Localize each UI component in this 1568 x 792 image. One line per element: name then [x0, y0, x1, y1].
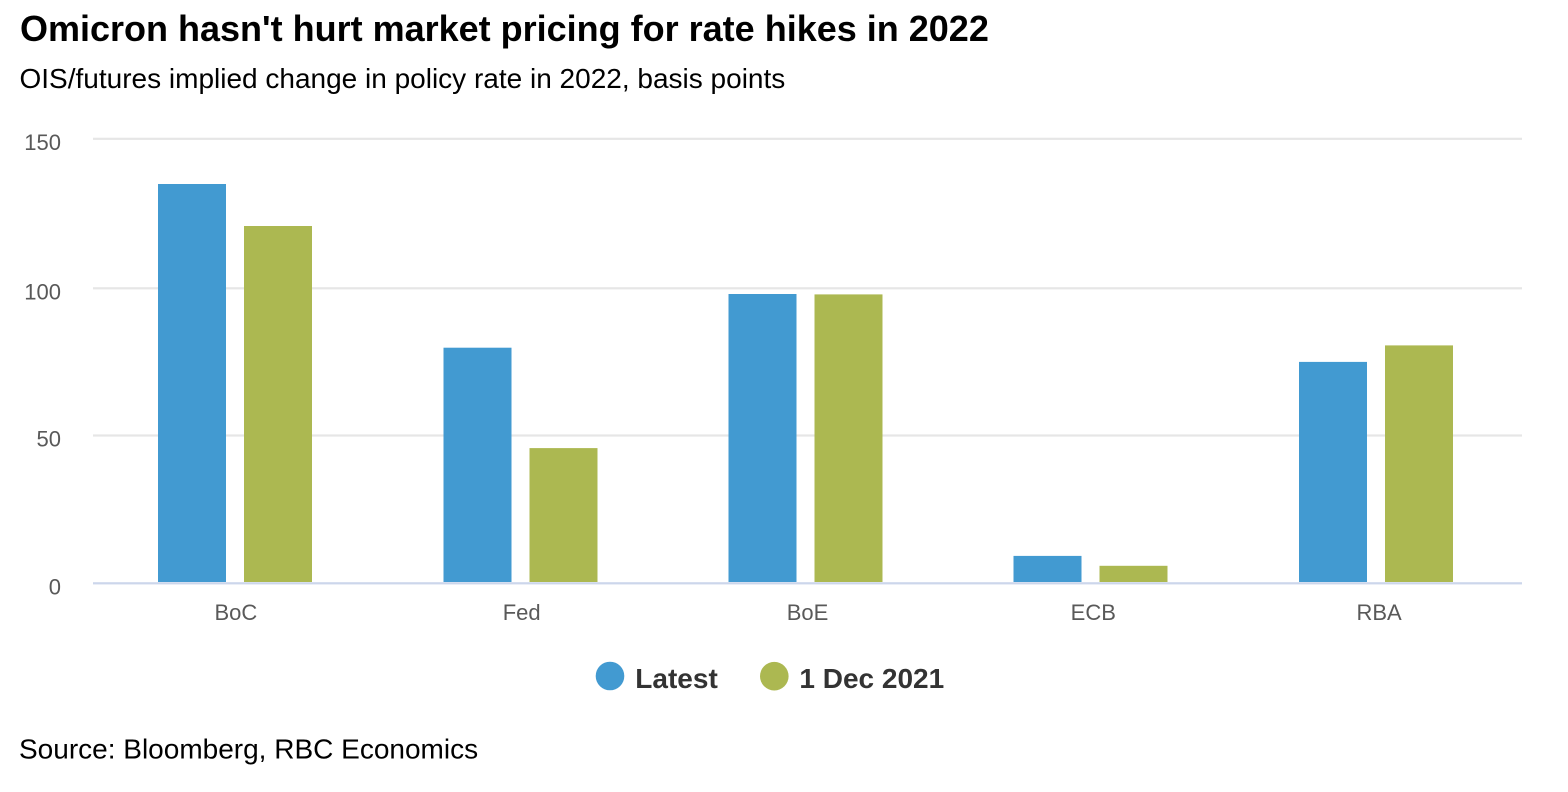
svg-text:50: 50 [37, 427, 61, 452]
svg-text:ECB: ECB [1071, 600, 1116, 625]
svg-text:1 Dec 2021: 1 Dec 2021 [799, 663, 944, 694]
svg-text:BoE: BoE [787, 600, 829, 625]
svg-text:100: 100 [24, 280, 61, 305]
svg-text:0: 0 [49, 575, 61, 600]
svg-text:150: 150 [24, 130, 61, 155]
svg-text:Source: Bloomberg, RBC Economi: Source: Bloomberg, RBC Economics [19, 733, 478, 764]
svg-text:BoC: BoC [215, 600, 258, 625]
svg-text:RBA: RBA [1356, 600, 1402, 625]
svg-text:Latest: Latest [635, 663, 717, 694]
svg-text:OIS/futures implied change in: OIS/futures implied change in policy rat… [20, 63, 786, 94]
svg-text:Omicron hasn't hurt market pri: Omicron hasn't hurt market pricing for r… [20, 8, 989, 49]
svg-text:Fed: Fed [503, 600, 541, 625]
